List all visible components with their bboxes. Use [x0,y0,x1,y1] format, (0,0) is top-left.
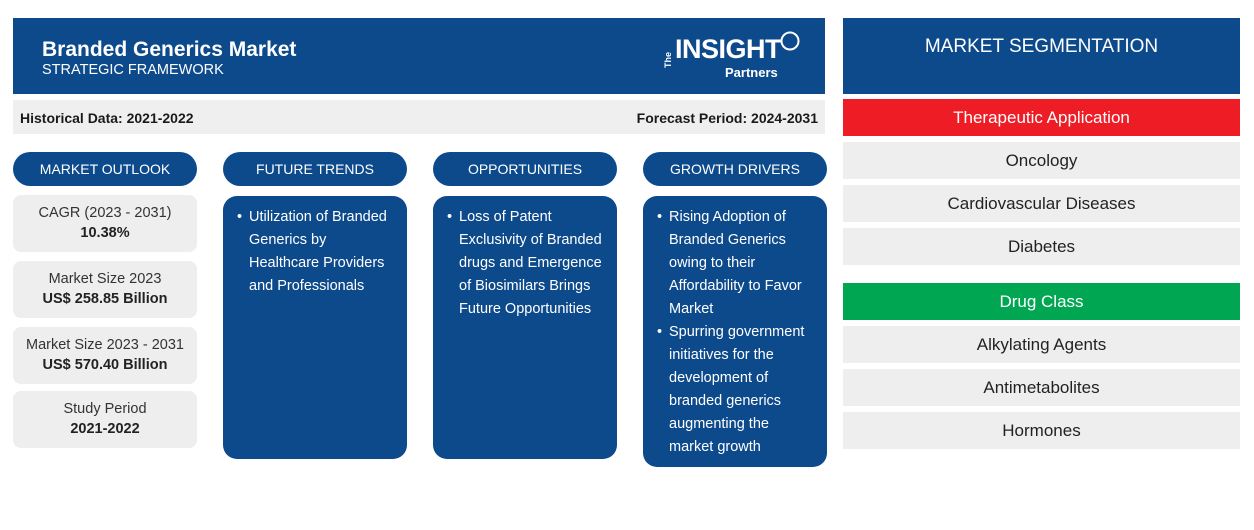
stat-label: CAGR (2023 - 2031) [38,205,172,221]
growth-driver-item: Spurring government initiatives for the … [657,321,817,459]
segment-item-diabetes: Diabetes [843,228,1240,265]
report-title: Branded Generics Market [42,38,297,61]
opportunities-header: OPPORTUNITIES [433,152,617,186]
segment-item-hormones: Hormones [843,412,1240,449]
logo-insight-text: INSIGHT [675,34,782,64]
future-trend-item: Utilization of Branded Generics by Healt… [237,206,397,298]
segment-item-oncology: Oncology [843,142,1240,179]
segment-item-antimetabolites: Antimetabolites [843,369,1240,406]
segment-item-cardiovascular-diseases: Cardiovascular Diseases [843,185,1240,222]
logo-the-text: The [663,51,673,68]
segment-item-alkylating-agents: Alkylating Agents [843,326,1240,363]
logo-circle-icon [780,31,800,51]
market-outlook-header: MARKET OUTLOOK [13,152,197,186]
future-trends-header: FUTURE TRENDS [223,152,407,186]
stat-card-study-period: Study Period 2021-2022 [13,391,197,448]
growth-driver-item: Rising Adoption of Branded Generics owin… [657,206,817,321]
stat-value: 2021-2022 [70,421,140,437]
opportunity-item: Loss of Patent Exclusivity of Branded dr… [447,206,607,321]
stat-value: US$ 570.40 Billion [42,357,168,373]
insight-partners-logo: The INSIGHT Partners [663,31,813,88]
growth-drivers-panel: Rising Adoption of Branded Generics owin… [643,196,827,467]
stat-label: Study Period [63,401,147,417]
historical-data: Historical Data: 2021-2022 [20,110,194,126]
report-header: Branded Generics Market STRATEGIC FRAMEW… [13,18,825,94]
stat-card-market-size-2023: Market Size 2023 US$ 258.85 Billion [13,261,197,318]
stat-value: US$ 258.85 Billion [42,291,168,307]
period-bar: Historical Data: 2021-2022 Forecast Peri… [13,100,825,134]
segment-category-drug-class: Drug Class [843,283,1240,320]
stat-value: 10.38% [80,225,130,241]
stat-card-market-size-forecast: Market Size 2023 - 2031 US$ 570.40 Billi… [13,327,197,384]
stat-label: Market Size 2023 [48,271,162,287]
market-segmentation-header: MARKET SEGMENTATION [843,18,1240,94]
logo-partners-text: Partners [725,65,778,80]
future-trends-panel: Utilization of Branded Generics by Healt… [223,196,407,459]
forecast-period: Forecast Period: 2024-2031 [636,110,818,126]
stat-card-cagr: CAGR (2023 - 2031) 10.38% [13,195,197,252]
opportunities-panel: Loss of Patent Exclusivity of Branded dr… [433,196,617,459]
growth-drivers-header: GROWTH DRIVERS [643,152,827,186]
segment-category-therapeutic-application: Therapeutic Application [843,99,1240,136]
report-subtitle: STRATEGIC FRAMEWORK [42,62,224,78]
stat-label: Market Size 2023 - 2031 [26,337,184,353]
